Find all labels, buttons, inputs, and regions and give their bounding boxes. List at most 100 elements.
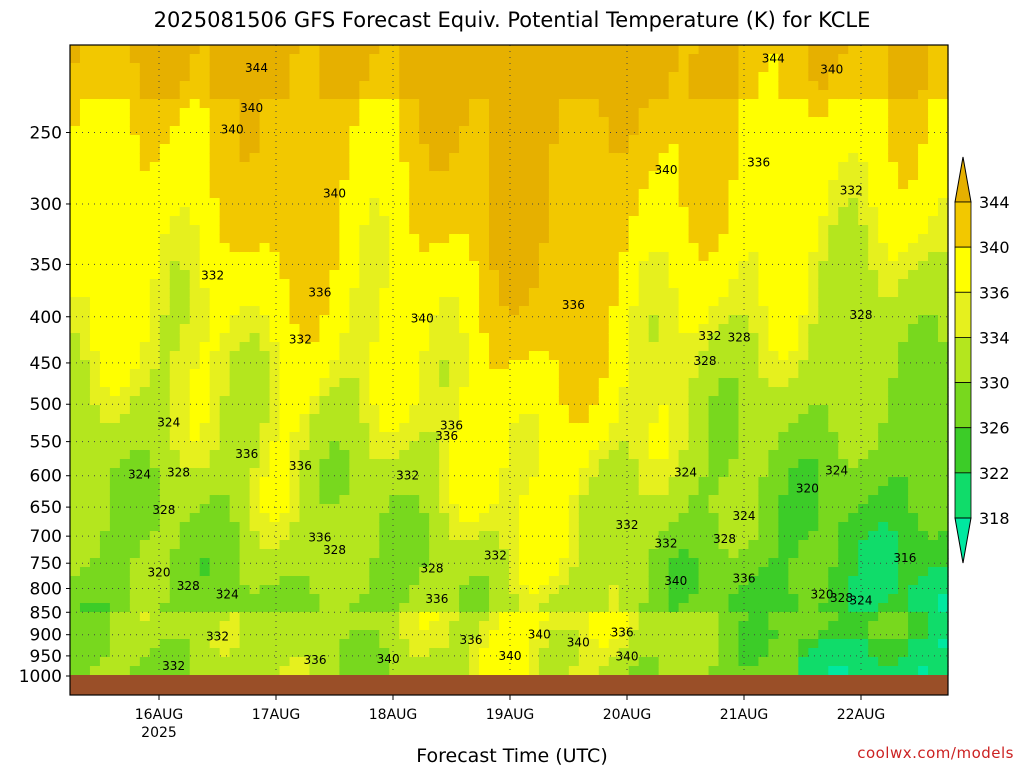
field-cell — [538, 468, 550, 478]
field-cell — [279, 270, 291, 280]
field-cell — [369, 171, 380, 181]
field-cell — [668, 72, 680, 82]
field-cell — [558, 603, 570, 613]
field-cell — [189, 234, 201, 244]
field-cell — [758, 261, 770, 271]
field-cell — [459, 342, 470, 352]
field-cell — [419, 585, 430, 595]
field-cell — [299, 522, 311, 532]
field-cell — [349, 153, 360, 163]
field-cell — [509, 81, 520, 91]
field-cell — [349, 270, 360, 280]
field-cell — [758, 45, 770, 55]
field-cell — [419, 441, 430, 451]
field-cell — [668, 441, 680, 451]
field-cell — [469, 414, 480, 424]
field-cell — [608, 369, 620, 379]
field-cell — [329, 603, 340, 613]
field-cell — [578, 567, 590, 577]
field-cell — [748, 450, 760, 460]
field-cell — [169, 576, 181, 586]
field-cell — [489, 432, 500, 442]
field-cell — [409, 504, 420, 514]
field-cell — [558, 486, 570, 496]
field-cell — [469, 630, 480, 640]
field-cell — [349, 324, 360, 334]
field-cell — [638, 117, 650, 127]
field-cell — [578, 630, 590, 640]
field-cell — [179, 513, 191, 523]
field-cell — [70, 252, 81, 262]
field-cell — [369, 531, 380, 541]
field-cell — [538, 513, 550, 523]
field-cell — [229, 450, 241, 460]
field-cell — [708, 306, 720, 316]
field-cell — [299, 360, 311, 370]
field-cell — [79, 288, 91, 298]
field-cell — [768, 378, 779, 388]
field-cell — [558, 648, 570, 658]
field-cell — [279, 576, 291, 586]
field-cell — [558, 450, 570, 460]
field-cell — [289, 162, 301, 172]
field-cell — [668, 90, 680, 100]
field-cell — [518, 351, 530, 361]
field-cell — [469, 243, 480, 253]
field-cell — [99, 369, 111, 379]
field-cell — [518, 279, 530, 289]
field-cell — [538, 288, 550, 298]
field-cell — [469, 135, 480, 145]
field-cell — [99, 549, 111, 559]
field-cell — [159, 504, 171, 514]
field-cell — [229, 414, 241, 424]
field-cell — [509, 72, 520, 82]
field-cell — [109, 396, 121, 406]
field-cell — [728, 225, 740, 235]
field-cell — [99, 504, 111, 514]
field-cell — [249, 135, 261, 145]
field-cell — [618, 324, 630, 334]
field-cell — [698, 117, 710, 127]
field-cell — [109, 324, 121, 334]
field-cell — [668, 180, 680, 190]
field-cell — [149, 567, 161, 577]
field-cell — [389, 81, 400, 91]
field-cell — [459, 612, 470, 622]
field-cell — [459, 603, 470, 613]
field-cell — [239, 396, 251, 406]
field-cell — [129, 594, 141, 604]
field-cell — [538, 504, 550, 514]
field-cell — [528, 243, 540, 253]
field-cell — [159, 540, 171, 550]
field-cell — [668, 621, 680, 631]
field-cell — [578, 63, 590, 73]
field-cell — [139, 621, 151, 631]
field-cell — [389, 459, 400, 469]
field-cell — [479, 360, 490, 370]
field-cell — [499, 144, 510, 154]
field-cell — [229, 189, 241, 199]
field-cell — [698, 243, 710, 253]
field-cell — [459, 333, 470, 343]
field-cell — [349, 621, 360, 631]
field-cell — [409, 450, 420, 460]
field-cell — [269, 162, 281, 172]
field-cell — [279, 135, 291, 145]
field-cell — [489, 234, 500, 244]
field-cell — [79, 486, 91, 496]
field-cell — [399, 171, 410, 181]
field-cell — [678, 441, 690, 451]
field-cell — [738, 459, 750, 469]
field-cell — [99, 513, 111, 523]
field-cell — [289, 531, 301, 541]
field-cell — [389, 243, 400, 253]
field-cell — [688, 513, 700, 523]
field-cell — [299, 369, 311, 379]
field-cell — [558, 414, 570, 424]
field-cell — [70, 189, 81, 199]
field-cell — [199, 207, 211, 217]
field-cell — [708, 531, 720, 541]
field-cell — [209, 171, 221, 181]
field-cell — [598, 648, 610, 658]
field-cell — [139, 414, 151, 424]
